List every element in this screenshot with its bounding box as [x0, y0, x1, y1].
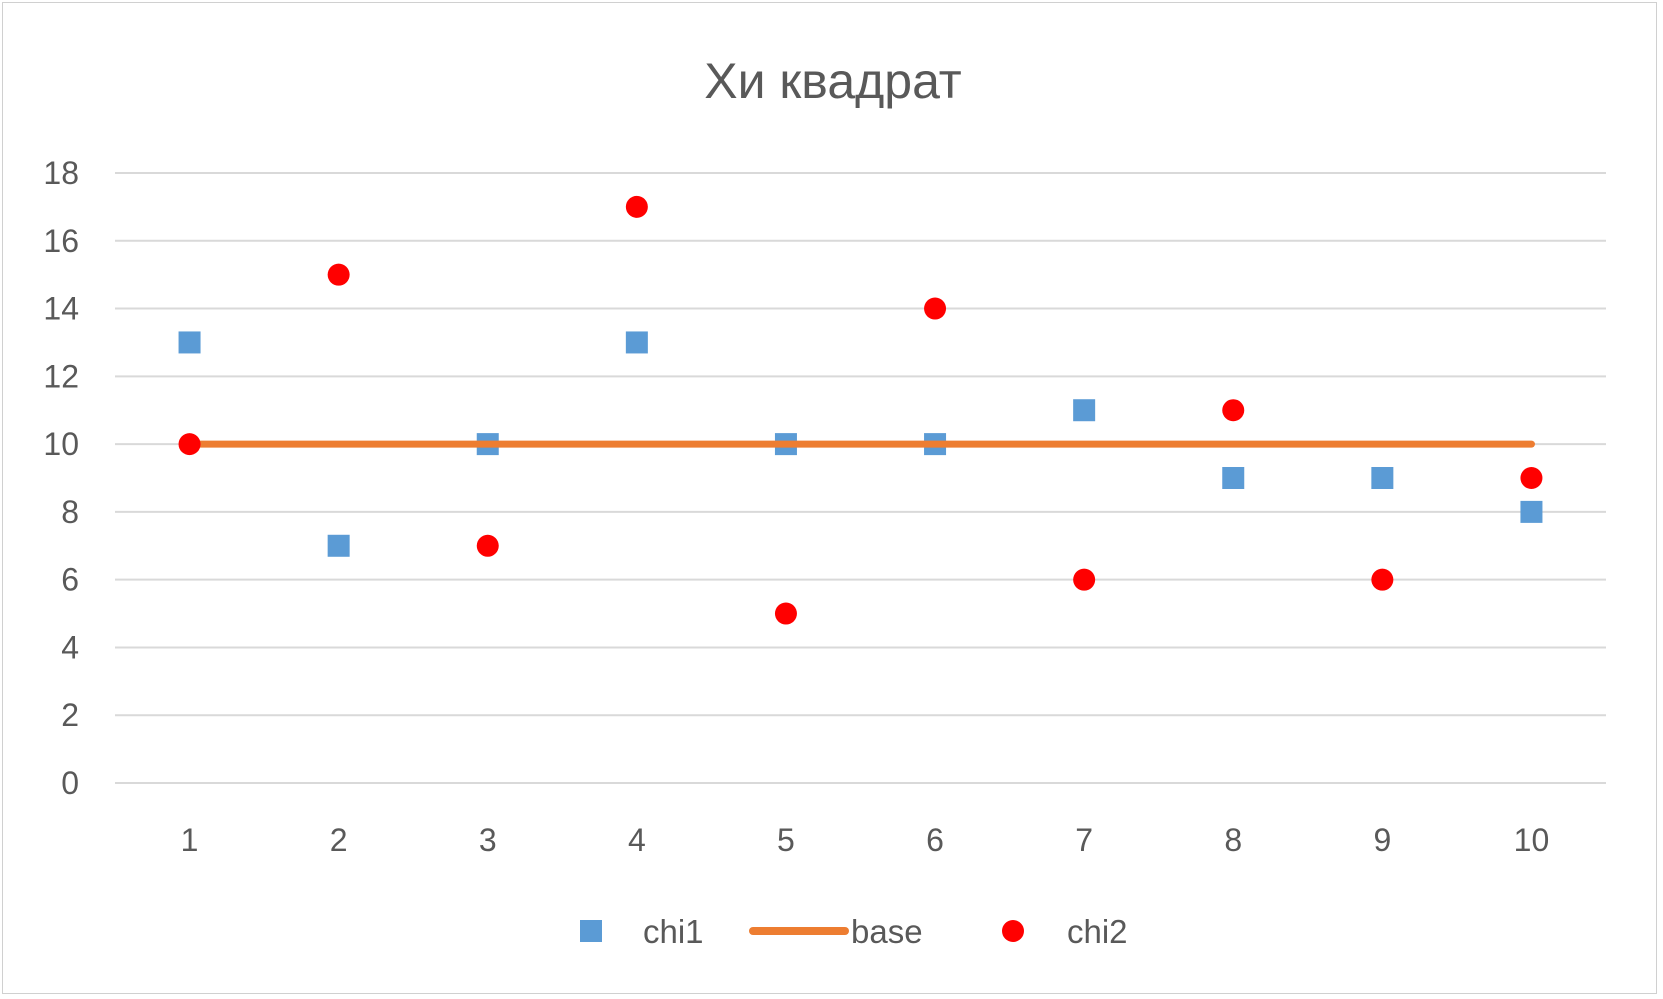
point-chi2-2 — [327, 263, 350, 286]
point-chi1-10 — [1520, 500, 1543, 523]
x-tick-label: 8 — [1224, 822, 1242, 858]
y-tick-label: 10 — [43, 426, 79, 462]
legend-swatch-chi2 — [1002, 920, 1024, 942]
y-axis: 0 2 4 6 8 10 12 14 16 18 — [43, 155, 79, 801]
x-tick-label: 6 — [926, 822, 944, 858]
x-tick-label: 4 — [628, 822, 646, 858]
legend-item-chi2: chi2 — [1002, 913, 1128, 950]
x-tick-label: 7 — [1075, 822, 1093, 858]
x-tick-label: 3 — [479, 822, 497, 858]
point-chi2-10 — [1520, 467, 1543, 489]
x-tick-label: 5 — [777, 822, 795, 858]
y-tick-label: 4 — [61, 629, 79, 665]
point-chi2-1 — [178, 433, 201, 456]
y-tick-label: 8 — [61, 494, 79, 530]
point-chi2-9 — [1371, 568, 1394, 591]
series-chi2 — [178, 195, 1543, 625]
legend-label-base: base — [851, 913, 923, 950]
y-tick-label: 16 — [43, 223, 79, 259]
plot-area — [178, 195, 1543, 625]
point-chi1-9 — [1371, 467, 1394, 489]
y-tick-label: 12 — [43, 358, 79, 394]
legend-item-chi1: chi1 — [580, 913, 704, 950]
point-chi1-4 — [625, 331, 648, 354]
y-tick-label: 6 — [61, 562, 79, 598]
legend-swatch-chi1 — [580, 920, 602, 942]
legend-item-base: base — [749, 913, 923, 950]
point-chi2-8 — [1222, 399, 1245, 422]
x-axis: 1 2 3 4 5 6 7 8 9 10 — [181, 822, 1550, 858]
x-tick-label: 10 — [1514, 822, 1550, 858]
y-tick-label: 18 — [43, 155, 79, 191]
x-tick-label: 9 — [1373, 822, 1391, 858]
x-tick-label: 1 — [181, 822, 199, 858]
y-tick-label: 2 — [61, 697, 79, 733]
legend-label-chi2: chi2 — [1067, 913, 1128, 950]
point-chi1-8 — [1222, 467, 1245, 489]
point-chi2-7 — [1073, 568, 1096, 591]
y-tick-label: 0 — [61, 765, 79, 801]
point-chi2-4 — [625, 195, 648, 218]
point-chi1-1 — [178, 331, 201, 354]
chart-title: Хи квадрат — [704, 53, 962, 109]
point-chi2-6 — [924, 297, 947, 320]
point-chi1-2 — [327, 534, 350, 557]
legend-label-chi1: chi1 — [643, 913, 704, 950]
point-chi1-7 — [1073, 399, 1096, 422]
point-chi2-3 — [476, 534, 499, 557]
y-tick-label: 14 — [43, 291, 79, 327]
point-chi2-5 — [774, 602, 797, 625]
x-tick-label: 2 — [330, 822, 348, 858]
legend: chi1 base chi2 — [580, 913, 1128, 950]
